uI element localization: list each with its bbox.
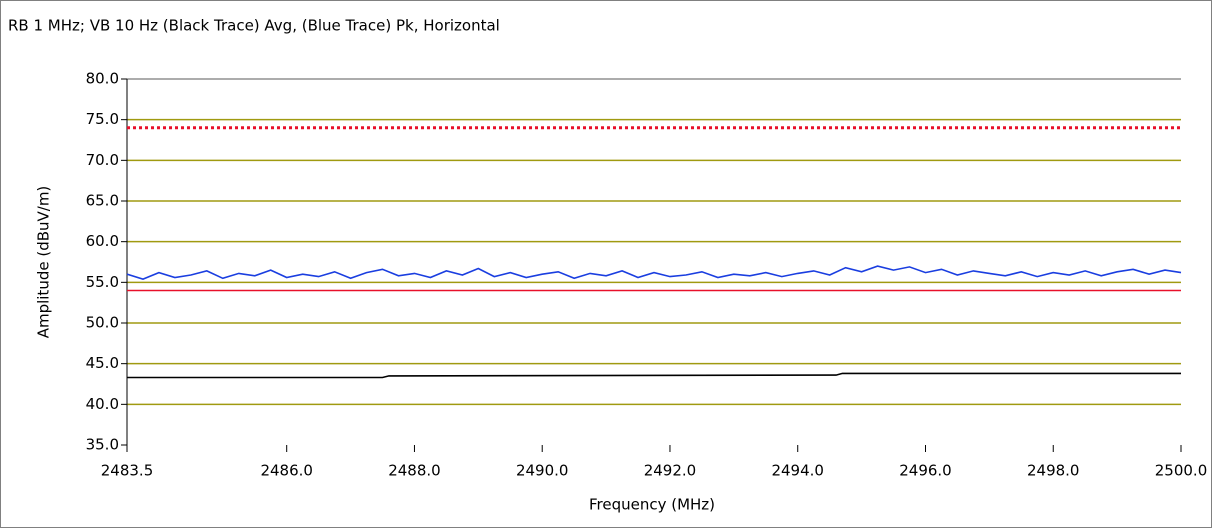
y-tick-label: 35.0	[86, 436, 119, 454]
x-tick-label: 2490.0	[516, 462, 569, 480]
x-axis-label: Frequency (MHz)	[589, 496, 715, 514]
y-tick-label: 75.0	[86, 110, 119, 128]
series-line	[126, 265, 1182, 280]
y-tick-label: 65.0	[86, 192, 119, 210]
y-tick-label: 40.0	[86, 395, 119, 413]
y-tick-label: 50.0	[86, 314, 119, 332]
y-axis-label: Amplitude (dBuV/m)	[35, 186, 53, 339]
series-line	[127, 372, 1181, 379]
x-tick-label: 2500.0	[1155, 462, 1208, 480]
x-tick-label: 2488.0	[388, 462, 441, 480]
y-tick-label: 70.0	[86, 151, 119, 169]
y-tick-label: 55.0	[86, 273, 119, 291]
x-tick-label: 2492.0	[644, 462, 697, 480]
x-tick-label: 2486.0	[260, 462, 313, 480]
y-tick-label: 45.0	[86, 354, 119, 372]
y-tick-label: 60.0	[86, 232, 119, 250]
x-tick-label: 2498.0	[1027, 462, 1080, 480]
x-tick-label: 2483.5	[101, 462, 154, 480]
chart-title: RB 1 MHz; VB 10 Hz (Black Trace) Avg, (B…	[8, 17, 500, 35]
x-tick-label: 2494.0	[771, 462, 824, 480]
y-tick-label: 80.0	[86, 70, 119, 88]
x-tick-label: 2496.0	[899, 462, 952, 480]
